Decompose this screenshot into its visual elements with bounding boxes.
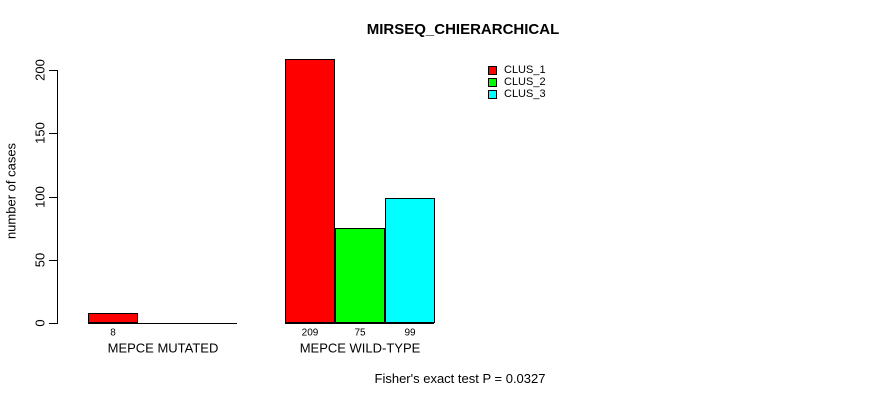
y-tick-mark — [49, 323, 57, 324]
legend-label: CLUS_2 — [504, 76, 546, 88]
legend-label: CLUS_3 — [504, 88, 546, 100]
legend-swatch-icon — [488, 89, 497, 99]
bar-value-label: 209 — [301, 327, 319, 339]
y-tick-mark — [49, 196, 57, 198]
bar-clus_1-mepce-mutated — [88, 312, 138, 323]
y-tick-label: 150 — [32, 122, 48, 145]
legend-row: CLUS_1 — [488, 64, 546, 76]
legend-row: CLUS_3 — [488, 88, 546, 100]
chart-title: MIRSEQ_CHIERARCHICAL — [366, 21, 560, 38]
bar-clus_2-mepce-wild-type — [335, 228, 385, 323]
y-axis-line — [57, 70, 58, 324]
bar-clus_1-mepce-wild-type — [285, 58, 335, 323]
legend-row: CLUS_2 — [488, 76, 546, 88]
bar-clus_3-mepce-wild-type — [385, 197, 435, 323]
legend-swatch-icon — [488, 77, 497, 87]
y-tick-mark — [49, 70, 57, 71]
category-label-mepce-mutated: MEPCE MUTATED — [107, 340, 219, 356]
bar-value-label: 99 — [404, 327, 416, 339]
category-label-mepce-wild-type: MEPCE WILD-TYPE — [299, 340, 421, 356]
legend-label: CLUS_1 — [504, 64, 546, 76]
y-tick-label: 200 — [32, 59, 48, 81]
y-axis-title: number of cases — [3, 142, 19, 240]
y-tick-label: 50 — [32, 252, 48, 268]
fisher-test-annotation: Fisher's exact test P = 0.0327 — [374, 371, 546, 386]
y-tick-mark — [49, 133, 57, 135]
bar-value-label: 75 — [354, 327, 366, 339]
y-tick-label: 0 — [32, 319, 48, 327]
bar-value-label: 8 — [110, 327, 116, 339]
legend: CLUS_1 CLUS_2 CLUS_3 — [488, 64, 546, 100]
group-baseline — [88, 323, 237, 324]
group-baseline — [285, 323, 434, 324]
y-tick-label: 100 — [32, 185, 48, 208]
legend-swatch-icon — [488, 65, 497, 75]
y-tick-mark — [49, 259, 57, 261]
